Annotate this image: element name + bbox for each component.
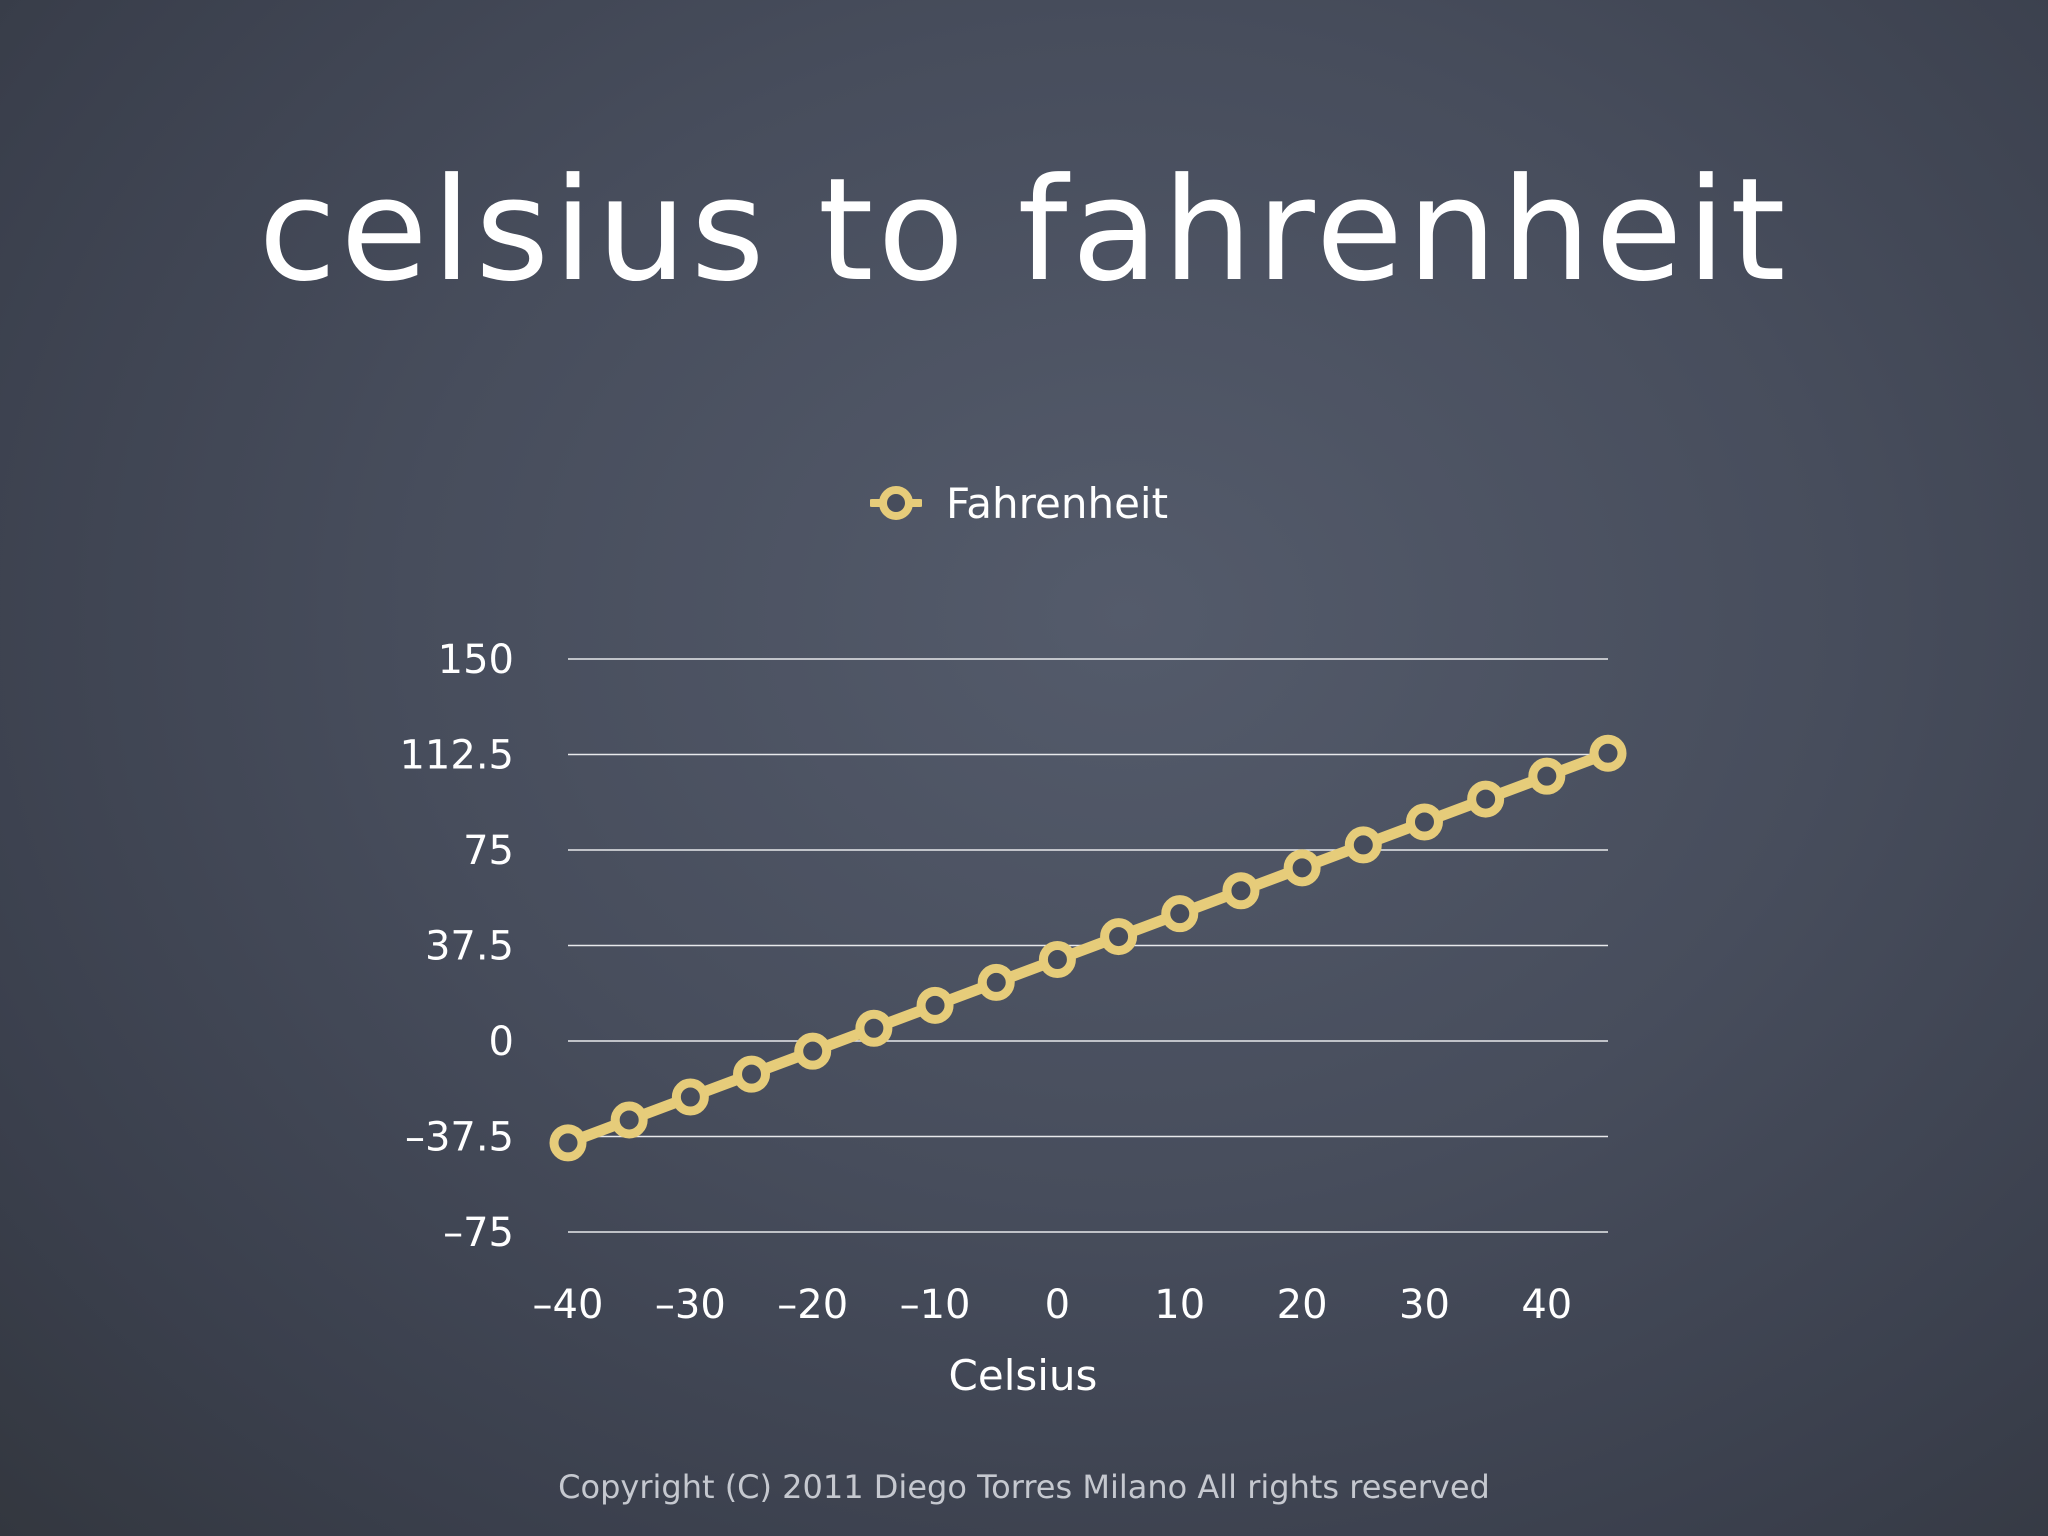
data-point xyxy=(916,986,954,1024)
data-point xyxy=(1283,849,1321,887)
slide-title: celsius to fahrenheit xyxy=(258,148,1790,313)
x-tick-label: –30 xyxy=(655,1282,726,1328)
y-tick-label: 75 xyxy=(463,828,514,874)
y-tick-label: 37.5 xyxy=(425,924,514,970)
data-point xyxy=(1528,757,1566,795)
legend-marker-icon xyxy=(870,486,922,520)
x-tick-label: 40 xyxy=(1521,1282,1572,1328)
data-point xyxy=(1161,895,1199,933)
y-tick-label: 0 xyxy=(489,1019,514,1065)
x-tick-label: –20 xyxy=(777,1282,848,1328)
legend-label: Fahrenheit xyxy=(946,478,1169,528)
data-point xyxy=(671,1078,709,1116)
data-point xyxy=(1589,734,1627,772)
data-point xyxy=(610,1101,648,1139)
y-tick-label: –75 xyxy=(443,1210,514,1256)
x-tick-label: 10 xyxy=(1154,1282,1205,1328)
chart-legend: Fahrenheit xyxy=(870,478,1168,528)
x-tick-label: 30 xyxy=(1399,1282,1450,1328)
data-point xyxy=(1344,826,1382,864)
y-axis-tick-labels: –75 –37.5 0 37.5 75 112.5 150 xyxy=(399,637,514,1256)
series-fahrenheit xyxy=(549,734,1627,1162)
data-point xyxy=(977,963,1015,1001)
copyright-footer: Copyright (C) 2011 Diego Torres Milano A… xyxy=(558,1468,1490,1506)
x-tick-label: –40 xyxy=(533,1282,604,1328)
data-point xyxy=(549,1124,587,1162)
x-tick-label: 0 xyxy=(1045,1282,1070,1328)
x-axis-title: Celsius xyxy=(949,1351,1098,1400)
data-point xyxy=(794,1032,832,1070)
data-point xyxy=(733,1055,771,1093)
data-point xyxy=(1467,780,1505,818)
y-tick-label: 150 xyxy=(438,637,514,683)
x-tick-label: 20 xyxy=(1277,1282,1328,1328)
y-tick-label: –37.5 xyxy=(405,1115,514,1161)
x-tick-label: –10 xyxy=(900,1282,971,1328)
data-point xyxy=(1038,941,1076,979)
series-line xyxy=(562,747,1614,1149)
data-point xyxy=(1222,872,1260,910)
x-axis-tick-labels: –40 –30 –20 –10 0 10 20 30 40 xyxy=(533,1282,1573,1328)
data-point xyxy=(855,1009,893,1047)
data-point xyxy=(1405,803,1443,841)
data-point xyxy=(1100,918,1138,956)
y-tick-label: 112.5 xyxy=(399,733,514,779)
